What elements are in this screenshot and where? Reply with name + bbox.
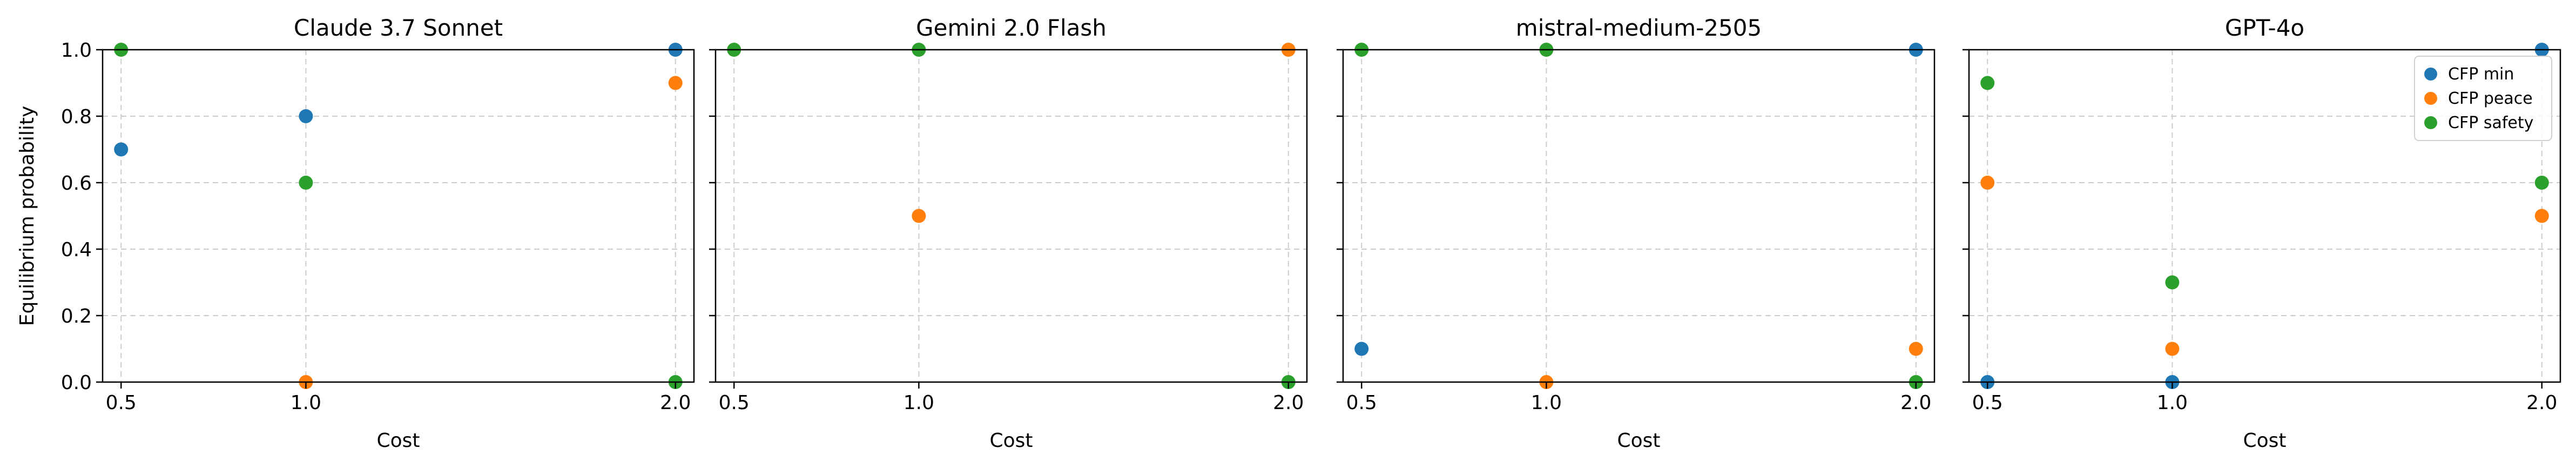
- x-tick-label: 2.0: [1273, 392, 1304, 414]
- x-tick-label: 0.5: [719, 392, 750, 414]
- x-tick-label: 2.0: [2526, 392, 2557, 414]
- x-tick-label: 0.5: [1972, 392, 2003, 414]
- data-point: [1980, 76, 1995, 90]
- legend-box: [2414, 56, 2552, 141]
- y-axis-label: Equilibrium probability: [16, 106, 38, 326]
- panel-title: Claude 3.7 Sonnet: [294, 15, 503, 41]
- data-point: [2534, 176, 2549, 190]
- legend-marker: [2424, 116, 2437, 129]
- y-tick-label: 1.0: [61, 39, 92, 62]
- data-point: [2165, 275, 2180, 290]
- data-point: [912, 209, 926, 223]
- axes-frame: [714, 49, 1308, 383]
- data-point: [1354, 342, 1369, 356]
- x-axis-label: Cost: [989, 430, 1033, 452]
- panel-title: mistral-medium-2505: [1516, 15, 1762, 41]
- legend-label: CFP safety: [2448, 113, 2533, 132]
- legend-marker: [2424, 92, 2437, 105]
- data-point: [1909, 342, 1923, 356]
- x-axis-label: Cost: [1617, 430, 1660, 452]
- y-tick-label: 0.2: [61, 305, 92, 327]
- y-tick-label: 0.6: [61, 172, 92, 195]
- y-tick-label: 0.0: [61, 372, 92, 394]
- data-point: [2165, 342, 2180, 356]
- x-axis-label: Cost: [2243, 430, 2286, 452]
- legend-label: CFP min: [2448, 65, 2514, 84]
- panel-title: GPT-4o: [2225, 15, 2304, 41]
- y-tick-label: 0.4: [61, 239, 92, 261]
- data-point: [1980, 176, 1995, 190]
- x-tick-label: 0.5: [1346, 392, 1377, 414]
- x-axis-label: Cost: [376, 430, 420, 452]
- data-point: [299, 176, 313, 190]
- axes-frame: [1968, 49, 2561, 383]
- legend-marker: [2424, 68, 2437, 81]
- x-tick-label: 1.0: [903, 392, 934, 414]
- x-tick-label: 1.0: [291, 392, 321, 414]
- y-tick-label: 0.8: [61, 106, 92, 128]
- x-tick-label: 0.5: [106, 392, 137, 414]
- axes-frame: [102, 49, 695, 383]
- data-point: [2534, 209, 2549, 223]
- data-point: [299, 109, 313, 123]
- legend-label: CFP peace: [2448, 89, 2533, 108]
- data-point: [668, 76, 683, 90]
- x-tick-label: 2.0: [660, 392, 691, 414]
- panel-title: Gemini 2.0 Flash: [916, 15, 1107, 41]
- x-tick-label: 1.0: [2157, 392, 2188, 414]
- axes-frame: [1342, 49, 1936, 383]
- x-tick-label: 1.0: [1531, 392, 1562, 414]
- x-tick-label: 2.0: [1900, 392, 1931, 414]
- data-point: [114, 142, 129, 157]
